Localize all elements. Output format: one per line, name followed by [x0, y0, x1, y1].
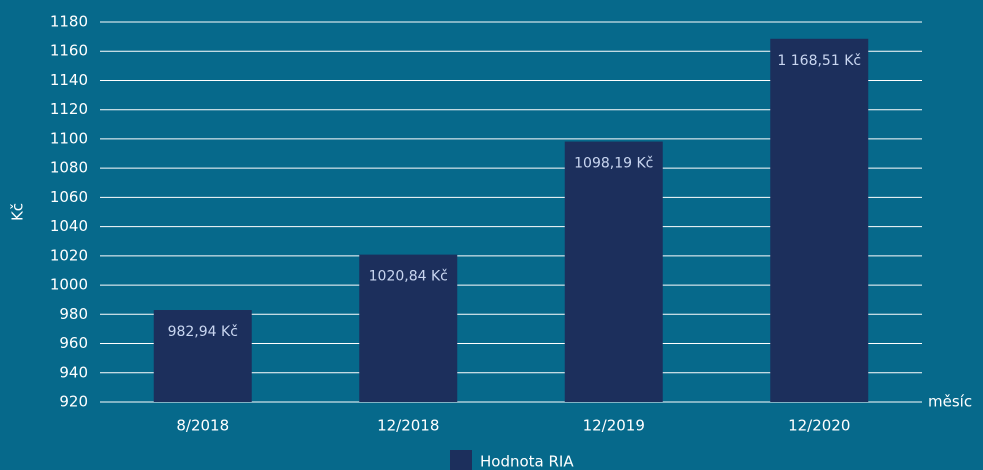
y-tick-label: 1120 — [50, 100, 88, 118]
data-label: 1 168,51 Kč — [777, 53, 861, 69]
y-tick-label: 1000 — [50, 276, 88, 294]
bar — [153, 310, 252, 402]
y-axis-label: Kč — [9, 203, 27, 221]
bar — [564, 141, 663, 402]
y-tick-label: 920 — [59, 393, 88, 411]
bar — [770, 38, 869, 402]
y-tick-label: 940 — [59, 363, 88, 381]
legend-swatch — [450, 450, 472, 470]
y-tick-label: 1040 — [50, 217, 88, 235]
bar — [359, 254, 458, 402]
y-tick-label: 1080 — [50, 159, 88, 177]
x-axis-label: měsíc — [928, 393, 972, 411]
data-label: 982,94 Kč — [168, 324, 238, 340]
data-label: 1020,84 Kč — [369, 269, 448, 285]
x-tick-label: 12/2019 — [583, 417, 645, 435]
y-tick-label: 1100 — [50, 129, 88, 147]
y-tick-label: 960 — [59, 334, 88, 352]
legend-label: Hodnota RIA — [480, 453, 574, 470]
x-tick-label: 12/2020 — [788, 417, 850, 435]
x-tick-label: 8/2018 — [176, 417, 229, 435]
y-tick-label: 1160 — [50, 42, 88, 60]
y-tick-label: 1020 — [50, 246, 88, 264]
y-tick-label: 1060 — [50, 188, 88, 206]
y-tick-label: 1180 — [50, 13, 88, 31]
y-tick-label: 980 — [59, 305, 88, 323]
y-tick-label: 1140 — [50, 71, 88, 89]
x-tick-label: 12/2018 — [377, 417, 439, 435]
data-label: 1098,19 Kč — [574, 156, 653, 172]
